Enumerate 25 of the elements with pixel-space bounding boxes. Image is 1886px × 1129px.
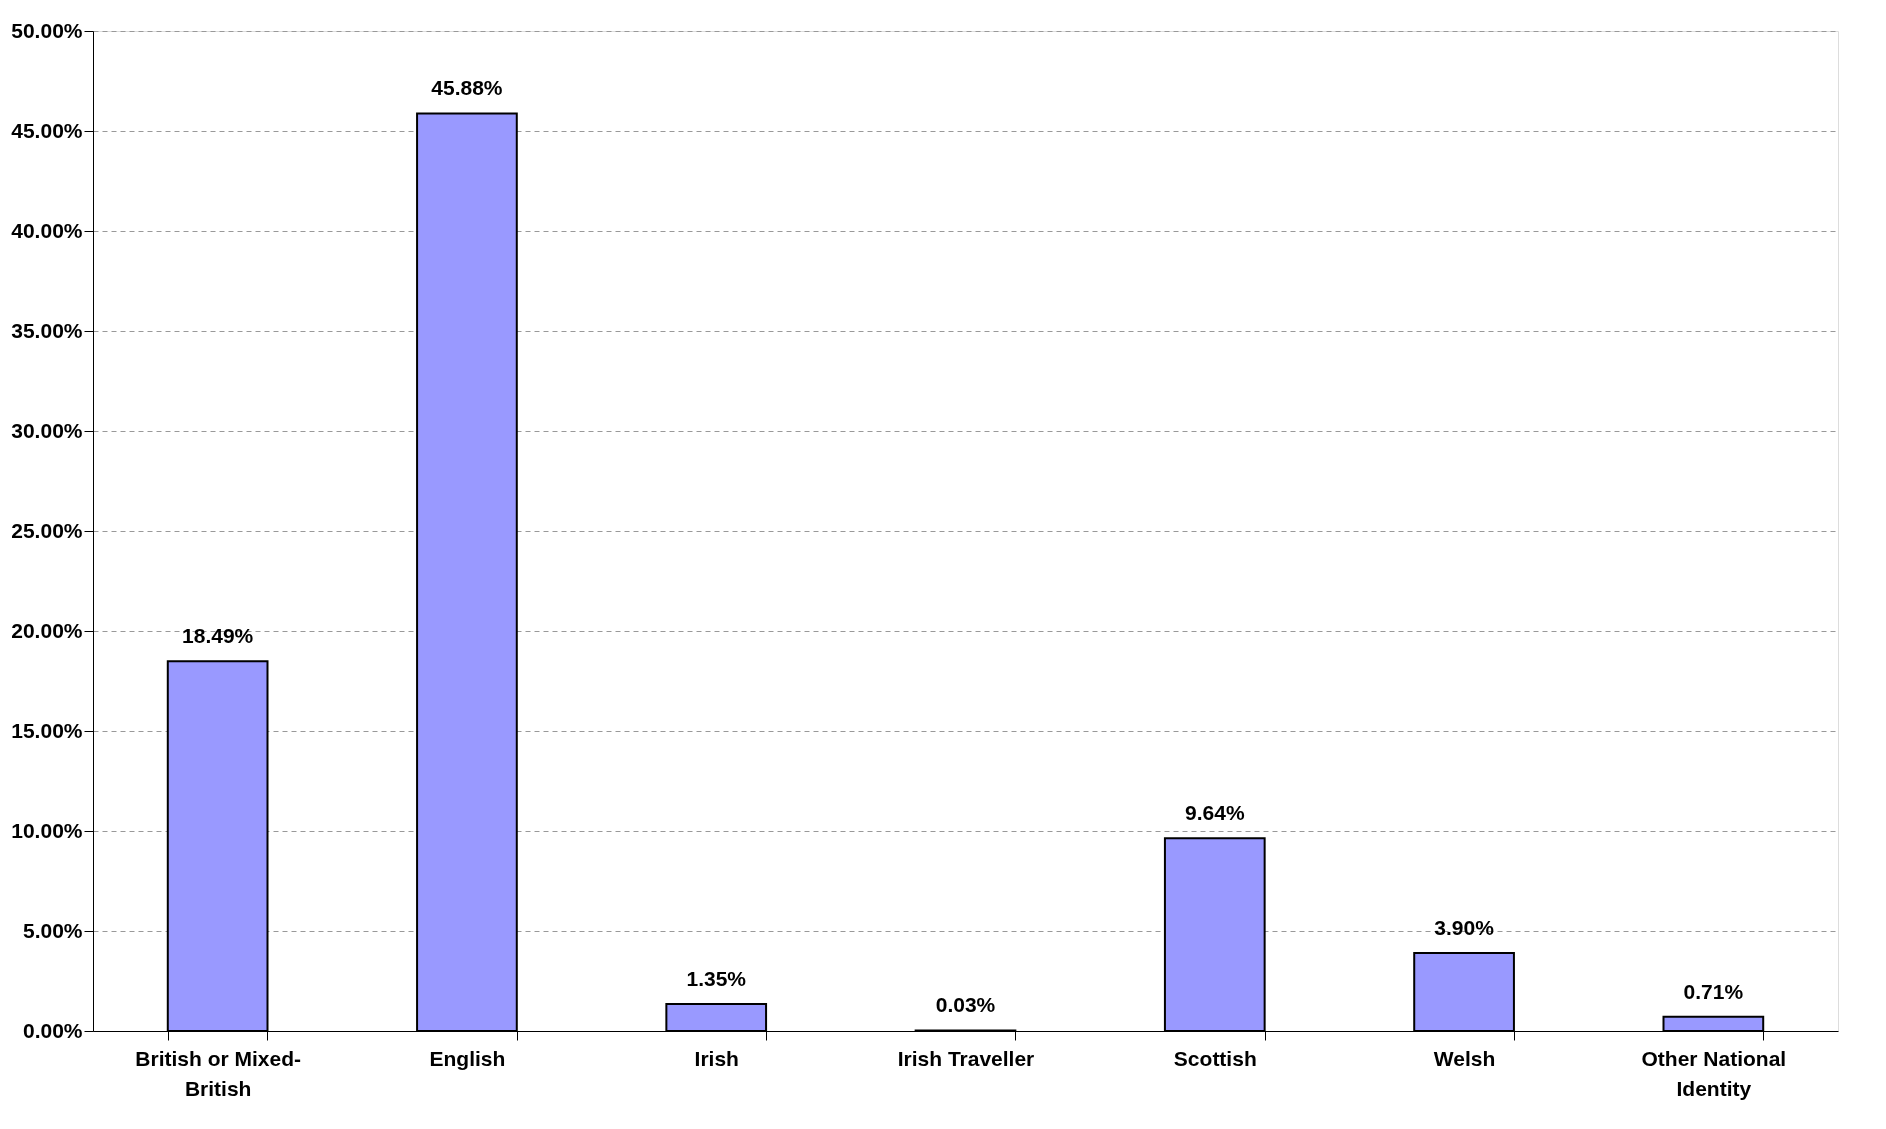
y-tick-label: 50.00% — [11, 18, 83, 42]
y-tick-label: 0.00% — [22, 1018, 83, 1042]
x-tick-label: British or Mixed-British — [135, 1046, 301, 1100]
y-tick-label: 25.00% — [11, 518, 83, 542]
x-tick-label: Scottish — [1173, 1046, 1257, 1070]
x-tick-label: Irish — [694, 1046, 739, 1070]
data-label: 18.49% — [182, 624, 254, 648]
y-tick-label: 10.00% — [11, 818, 83, 842]
y-tick-label: 45.00% — [11, 118, 83, 142]
x-tick-label: Other National Identity — [1641, 1046, 1787, 1100]
y-tick-label: 40.00% — [11, 218, 83, 242]
y-tick-label: 35.00% — [11, 318, 83, 342]
data-label: 0.03% — [935, 993, 996, 1017]
y-tick-label: 5.00% — [22, 918, 83, 942]
x-tick-label: Irish Traveller — [897, 1046, 1035, 1070]
data-label: 9.64% — [1185, 801, 1245, 825]
data-label: 3.90% — [1434, 916, 1495, 939]
data-label: 45.88% — [431, 76, 503, 100]
x-tick-label: Welsh — [1433, 1046, 1496, 1070]
data-label: 1.35% — [686, 967, 747, 990]
data-label: 0.71% — [1683, 979, 1744, 1003]
y-tick-label: 15.00% — [11, 718, 83, 742]
y-tick-label: 30.00% — [11, 418, 83, 442]
x-tick-label: English — [429, 1046, 506, 1070]
y-tick-label: 20.00% — [11, 618, 83, 642]
